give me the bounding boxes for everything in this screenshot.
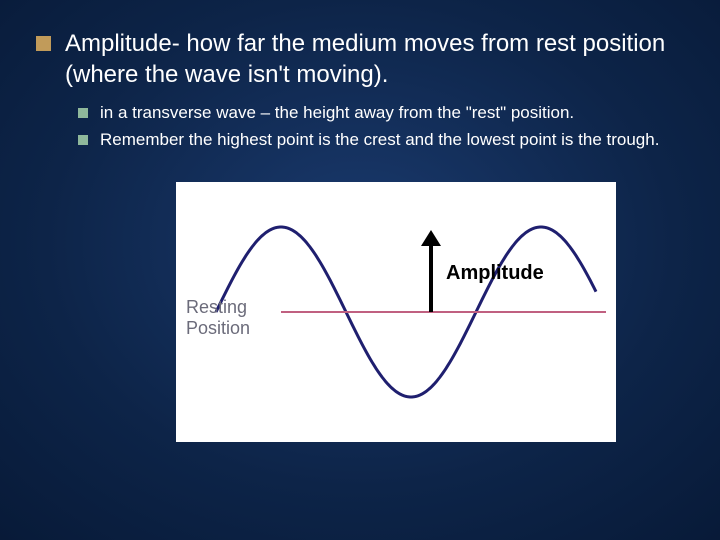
resting-position-label: Resting Position xyxy=(186,297,250,338)
amplitude-diagram: Amplitude Resting Position xyxy=(176,182,616,442)
sub-bullet-list: in a transverse wave – the height away f… xyxy=(78,102,684,152)
main-bullet-text: Amplitude- how far the medium moves from… xyxy=(65,28,684,90)
bullet-icon xyxy=(78,108,88,118)
sub-bullet-text: in a transverse wave – the height away f… xyxy=(100,102,574,125)
main-bullet-row: Amplitude- how far the medium moves from… xyxy=(36,28,684,90)
diagram-container: Amplitude Resting Position xyxy=(176,182,684,442)
sub-bullet-row: Remember the highest point is the crest … xyxy=(78,129,684,152)
bullet-icon xyxy=(36,36,51,51)
sub-bullet-row: in a transverse wave – the height away f… xyxy=(78,102,684,125)
amplitude-label: Amplitude xyxy=(446,262,544,285)
sub-bullet-text: Remember the highest point is the crest … xyxy=(100,129,659,152)
resting-label-line2: Position xyxy=(186,318,250,338)
resting-label-line1: Resting xyxy=(186,297,247,317)
bullet-icon xyxy=(78,135,88,145)
